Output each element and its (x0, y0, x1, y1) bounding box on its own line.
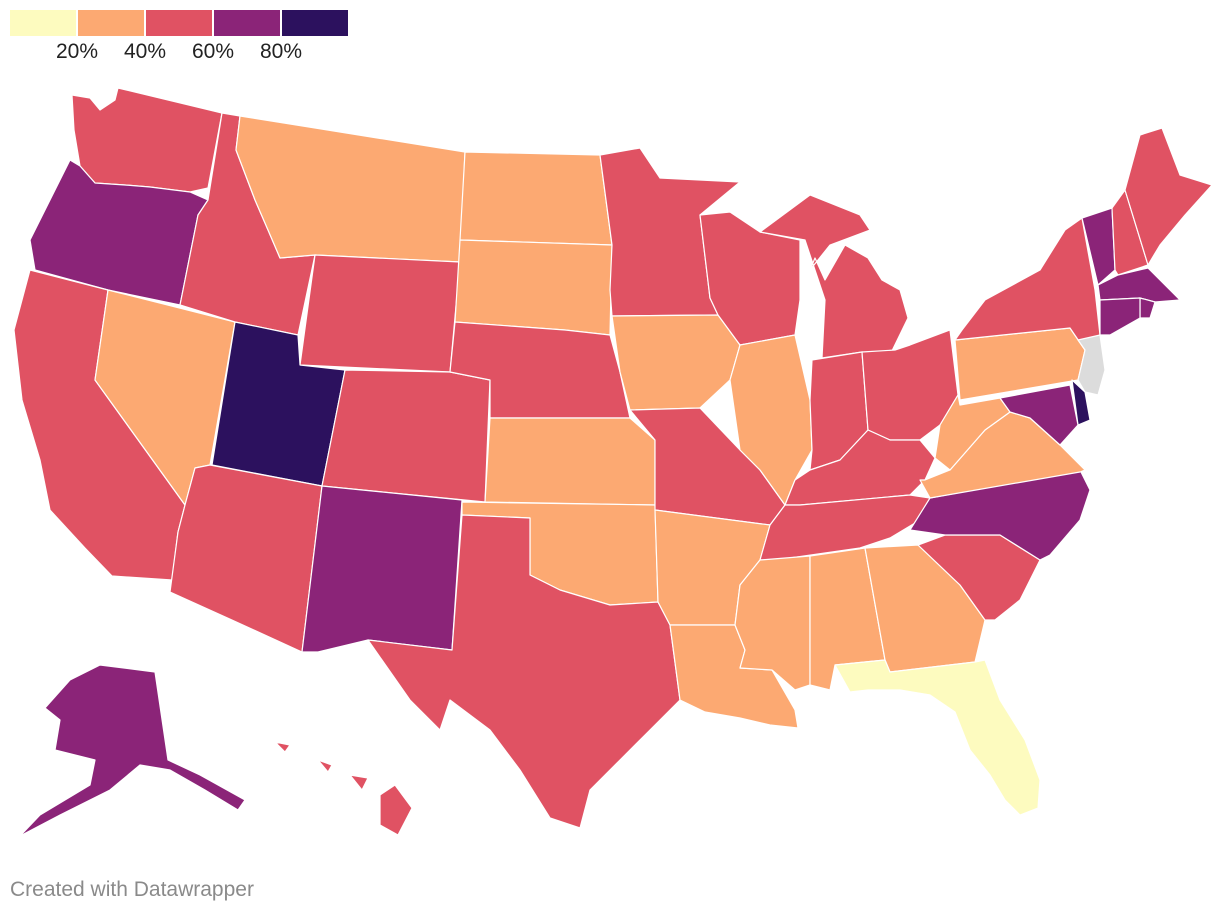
state-co[interactable] (321, 369, 491, 503)
state-hi[interactable] (274, 741, 413, 836)
state-de[interactable] (1071, 379, 1091, 426)
state-md[interactable] (999, 384, 1079, 446)
legend-swatch-4 (214, 10, 280, 36)
state-wy[interactable] (299, 254, 461, 373)
state-ky[interactable] (784, 429, 936, 506)
state-nd[interactable] (459, 151, 613, 246)
state-wi[interactable] (699, 211, 801, 346)
legend-tick-80: 80% (259, 40, 303, 63)
state-ak[interactable] (19, 664, 246, 837)
legend-tick-40: 40% (123, 40, 167, 63)
state-ks[interactable] (484, 417, 656, 506)
legend-tick-20: 20% (55, 40, 99, 63)
state-nh[interactable] (1111, 189, 1149, 276)
legend-swatch-2 (78, 10, 144, 36)
legend-swatch-1 (10, 10, 76, 36)
state-wa[interactable] (71, 87, 223, 193)
state-tx[interactable] (367, 514, 681, 829)
legend-tick-60: 60% (191, 40, 235, 63)
state-ny[interactable] (954, 217, 1101, 351)
state-fl[interactable] (834, 659, 1041, 816)
state-ia[interactable] (611, 314, 741, 411)
legend-swatch-5 (282, 10, 348, 36)
state-me[interactable] (1124, 127, 1213, 266)
state-az[interactable] (169, 464, 323, 653)
state-ct[interactable] (1099, 297, 1141, 336)
state-ri[interactable] (1139, 297, 1156, 319)
state-tn[interactable] (759, 494, 931, 561)
datawrapper-credit: Created with Datawrapper (10, 878, 254, 901)
legend-swatch-3 (146, 10, 212, 36)
legend-color-scale (10, 10, 350, 36)
state-nj[interactable] (1077, 334, 1106, 396)
state-sd[interactable] (454, 239, 613, 336)
state-nm[interactable] (301, 485, 463, 653)
